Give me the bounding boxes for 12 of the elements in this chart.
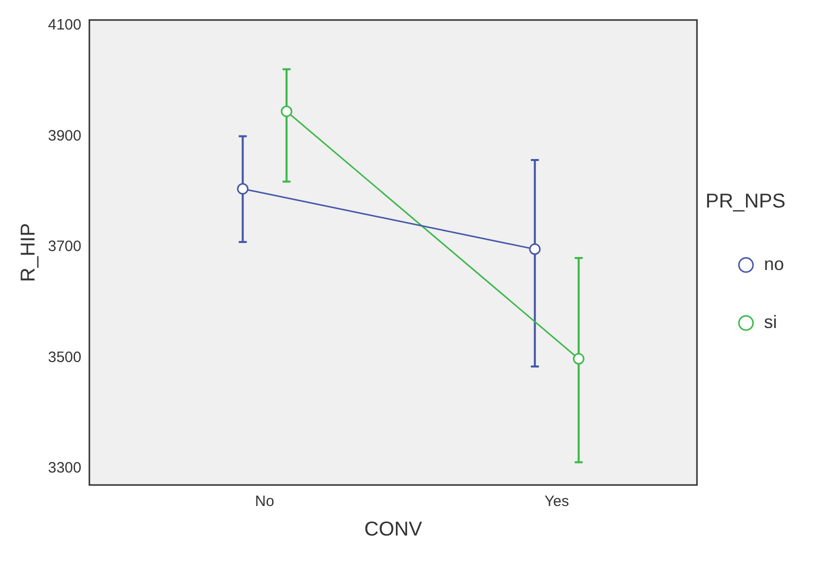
y-tick-label: 3300 — [48, 460, 82, 477]
y-tick-label: 3700 — [48, 238, 82, 256]
y-tick-label: 3900 — [48, 127, 82, 144]
legend-label: si — [764, 312, 777, 332]
y-tick-label: 4100 — [48, 16, 82, 34]
legend-title: PR_NPS — [705, 190, 786, 213]
y-tick-label: 3500 — [48, 348, 82, 366]
x-tick-label: Yes — [544, 493, 570, 510]
legend-label: no — [764, 254, 784, 274]
x-axis-title: CONV — [364, 518, 423, 541]
y-axis-title: R_HIP — [18, 223, 40, 282]
x-tick-label: No — [255, 493, 274, 510]
